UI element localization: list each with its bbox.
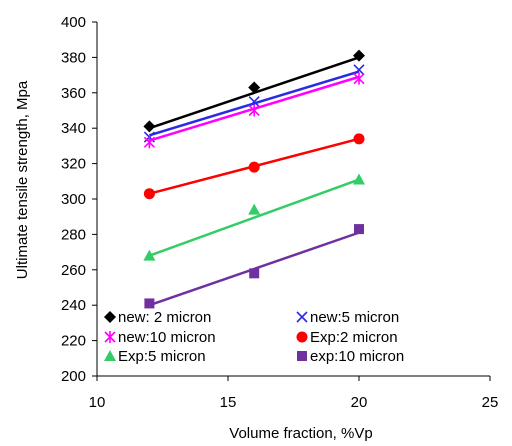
legend-item: new:5 micron [296, 309, 399, 326]
x-tick-label: 25 [482, 394, 499, 411]
y-tick-label: 200 [61, 368, 86, 385]
legend-label: Exp:5 micron [118, 348, 206, 365]
y-tick-label: 280 [61, 226, 86, 243]
data-point [143, 136, 155, 149]
y-tick-label: 340 [61, 120, 86, 137]
data-point [353, 173, 365, 185]
y-tick-label: 380 [61, 49, 86, 66]
legend-label: new:5 micron [310, 309, 399, 326]
legend-marker [104, 350, 116, 361]
y-tick-label: 320 [61, 156, 86, 173]
data-point [143, 249, 156, 261]
data-point [143, 188, 155, 200]
legend-item: new:10 micron [104, 329, 216, 346]
x-tick-label: 15 [220, 394, 237, 411]
series-5 [143, 173, 365, 261]
data-point [143, 120, 156, 133]
series-layer [143, 49, 365, 309]
legend-marker [104, 331, 116, 343]
legend-label: exp:10 micron [310, 348, 404, 365]
legend-marker [296, 331, 308, 343]
y-tick-label: 400 [61, 14, 86, 31]
legend-marker [296, 311, 308, 323]
series-6 [144, 224, 364, 309]
series-3 [143, 72, 365, 149]
data-point [249, 268, 260, 279]
y-tick-labels: 200 220 240 260 280 300 320 340 360 380 400 [61, 14, 86, 385]
x-axis-title: Volume fraction, %Vp [229, 425, 372, 442]
axes [92, 21, 491, 381]
x-tick-label: 20 [351, 394, 368, 411]
data-point [353, 64, 365, 76]
legend-label: Exp:2 micron [310, 329, 398, 346]
data-point [248, 161, 260, 173]
data-point [248, 203, 261, 215]
trend-line [148, 178, 360, 257]
trend-line [149, 70, 360, 137]
y-tick-label: 220 [61, 333, 86, 350]
y-axis-title: Ultimate tensile strength, Mpa [14, 80, 31, 279]
y-tick-label: 300 [61, 191, 86, 208]
legend-label: new:10 micron [118, 329, 216, 346]
x-tick-labels: 10 15 20 25 [89, 394, 499, 411]
data-point [353, 49, 365, 62]
data-point [353, 72, 365, 85]
data-point [144, 298, 155, 309]
data-point [353, 133, 365, 145]
legend-item: new: 2 micron [104, 309, 211, 326]
y-tick-label: 360 [61, 85, 86, 102]
legend-item: exp:10 micron [297, 348, 404, 365]
data-point [248, 104, 260, 117]
legend-label: new: 2 micron [118, 309, 211, 326]
legend: new: 2 micron new:5 micron new:10 micron Ex… [104, 309, 404, 365]
series-4 [143, 133, 365, 200]
data-point [248, 96, 260, 108]
series-1 [143, 49, 365, 133]
data-point [354, 224, 364, 235]
data-point [248, 81, 261, 94]
legend-marker [104, 311, 116, 323]
x-tick-label: 10 [89, 394, 106, 411]
legend-item: Exp:5 micron [104, 348, 206, 365]
y-tick-label: 260 [61, 262, 86, 279]
legend-marker [297, 351, 307, 361]
y-tick-label: 240 [61, 297, 86, 314]
series-2 [143, 64, 365, 143]
legend-item: Exp:2 micron [296, 329, 398, 346]
